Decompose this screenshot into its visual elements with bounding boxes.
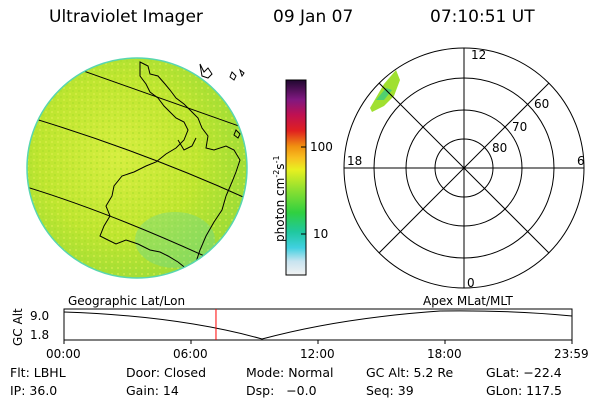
mlt-label-12: 12: [471, 48, 487, 62]
altitude-plot: [63, 308, 573, 344]
info-ip: IP: 36.0: [10, 383, 58, 398]
info-seq: Seq: 39: [366, 383, 414, 398]
mlat-label-60: 60: [534, 97, 550, 111]
info-door: Door: Closed: [126, 365, 207, 380]
x-tick-1: 06:00: [173, 347, 208, 361]
x-tick-2: 12:00: [300, 347, 335, 361]
altitude-curve: [63, 310, 573, 340]
uv-image-disk: [26, 57, 248, 279]
info-gc-alt: GC Alt: 5.2 Re: [366, 365, 454, 380]
colorbar-tick-100: 100: [310, 140, 333, 154]
info-dsp: Dsp: −0.0: [246, 383, 317, 398]
colorbar-tick-10: 10: [313, 227, 329, 241]
info-glat: GLat: −22.4: [486, 365, 562, 380]
coastline: [99, 61, 241, 271]
info-gain: Gain: 14: [126, 383, 179, 398]
colorbar: [285, 79, 307, 276]
alt-ylabel: GC Alt: [11, 308, 25, 346]
info-flt: Flt: LBHL: [10, 365, 66, 380]
info-mode: Mode: Normal: [246, 365, 334, 380]
mlat-label-70: 70: [512, 120, 528, 134]
alt-y-bottom: 1.8: [30, 328, 50, 342]
time: 07:10:51 UT: [430, 7, 535, 27]
alt-y-top: 9.0: [30, 309, 50, 323]
polar-plot: [343, 47, 585, 289]
apex-label: Apex MLat/MLT: [423, 294, 513, 308]
date: 09 Jan 07: [273, 7, 354, 27]
colorbar-label: photon cm-2s-1: [272, 155, 287, 242]
x-tick-4: 23:59: [554, 347, 589, 361]
mlt-label-0: 0: [467, 276, 475, 290]
mlat-label-80: 80: [492, 141, 508, 155]
geo-label: Geographic Lat/Lon: [68, 294, 186, 308]
mlt-label-6: 6: [577, 154, 585, 168]
info-glon: GLon: 117.5: [486, 383, 562, 398]
title: Ultraviolet Imager: [49, 7, 203, 27]
x-tick-3: 18:00: [427, 347, 462, 361]
mlt-label-18: 18: [347, 154, 363, 168]
x-tick-0: 00:00: [46, 347, 81, 361]
